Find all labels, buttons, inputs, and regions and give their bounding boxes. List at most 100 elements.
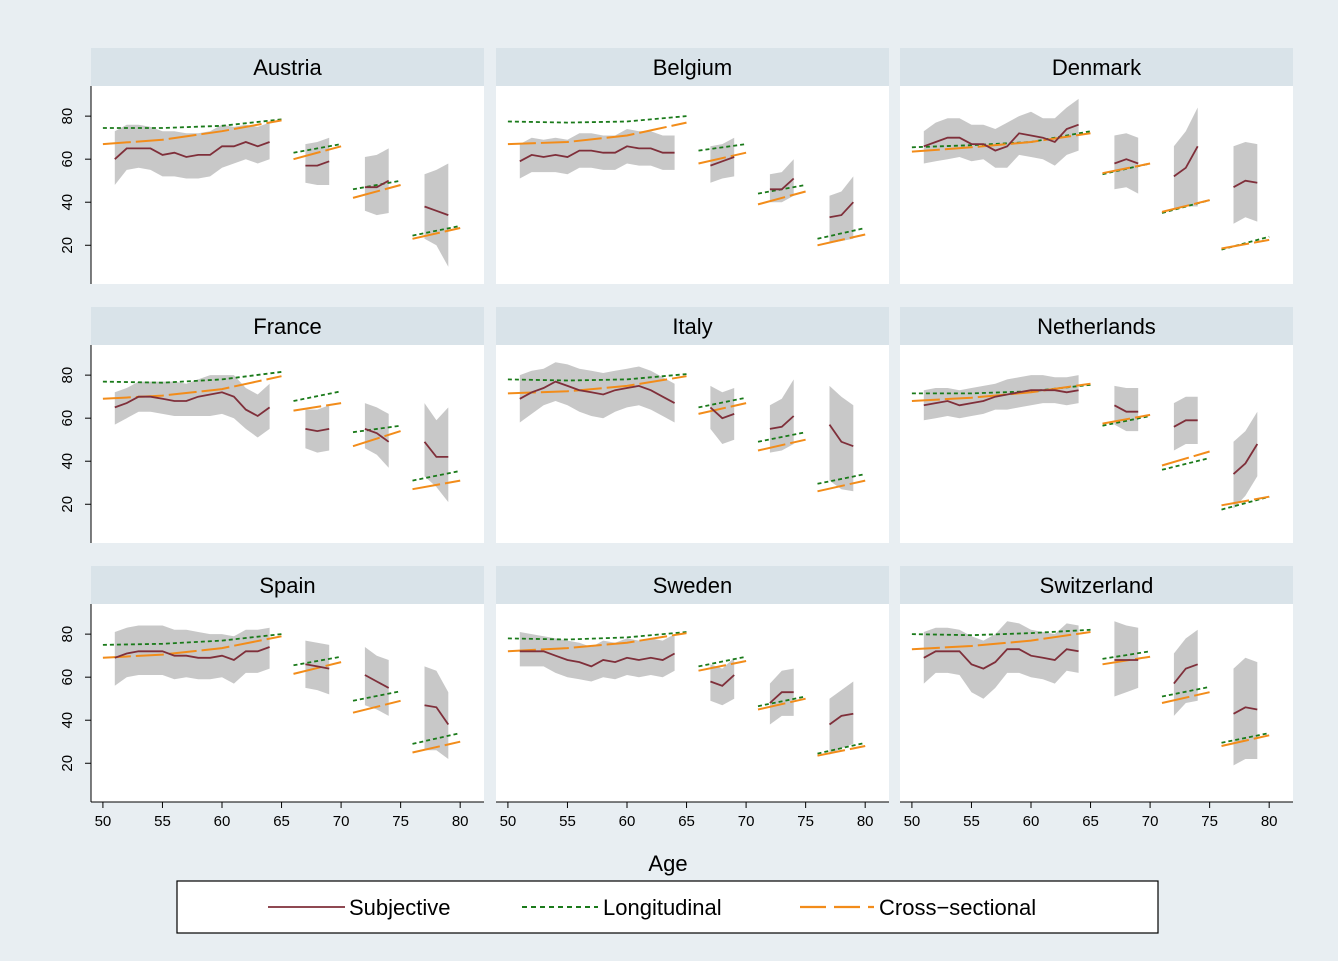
longitudinal-line xyxy=(102,118,282,129)
plot-area xyxy=(496,604,889,802)
y-tick-label: 20 xyxy=(59,496,76,513)
panel-austria: Austria 20 40 60 80 xyxy=(59,48,484,284)
longitudinal-line xyxy=(698,655,747,668)
legend-label: Cross−sectional xyxy=(879,895,1036,920)
x-tick-label: 60 xyxy=(1023,813,1040,830)
longitudinal-line xyxy=(1102,650,1151,660)
subjective-line xyxy=(364,428,390,443)
longitudinal-line xyxy=(757,431,806,443)
y-tick-label: 80 xyxy=(59,367,76,384)
cross-sectional-line xyxy=(757,697,806,711)
confidence-band xyxy=(829,681,854,755)
cross-sectional-line xyxy=(352,430,401,448)
cross-sectional-line xyxy=(102,635,282,659)
subjective-line xyxy=(519,145,675,163)
cross-sectional-line xyxy=(507,121,687,146)
subjective-line xyxy=(710,156,735,167)
cross-sectional-line xyxy=(1161,691,1210,704)
subjective-line xyxy=(1232,443,1259,475)
subjective-line xyxy=(305,663,330,670)
subjective-line xyxy=(829,201,854,219)
confidence-band xyxy=(1114,133,1139,194)
subjective-line xyxy=(828,424,854,448)
cross-sectional-line xyxy=(293,661,342,675)
subjective-line xyxy=(1173,419,1198,428)
longitudinal-line xyxy=(293,655,342,667)
panel-title: Netherlands xyxy=(1037,314,1156,339)
cross-sectional-line xyxy=(352,184,401,199)
confidence-band xyxy=(1114,385,1139,432)
subjective-line xyxy=(710,674,735,687)
subjective-line xyxy=(923,648,1079,670)
cross-sectional-line xyxy=(293,145,342,161)
y-tick-label: 40 xyxy=(59,712,76,729)
x-tick-label: 65 xyxy=(1082,813,1099,830)
panel-title: Spain xyxy=(259,573,315,598)
confidence-band xyxy=(923,375,1079,421)
cross-sectional-line xyxy=(911,132,1091,153)
subjective-line xyxy=(114,391,271,418)
confidence-band xyxy=(519,632,675,682)
longitudinal-line xyxy=(1221,732,1270,744)
x-tick-label: 80 xyxy=(1261,813,1278,830)
x-tick-label: 70 xyxy=(333,813,350,830)
y-tick-label: 80 xyxy=(59,626,76,643)
longitudinal-line xyxy=(507,373,687,382)
x-tick-label: 65 xyxy=(678,813,695,830)
cross-sectional-line xyxy=(698,660,747,672)
panel-strip xyxy=(91,48,484,86)
longitudinal-line xyxy=(293,390,342,402)
confidence-band xyxy=(1173,107,1198,209)
longitudinal-line xyxy=(1161,457,1210,471)
longitudinal-line xyxy=(698,396,747,409)
y-tick-label: 40 xyxy=(59,194,76,211)
longitudinal-line xyxy=(507,115,687,124)
confidence-band xyxy=(424,163,449,267)
confidence-band xyxy=(1233,657,1258,766)
panel-strip xyxy=(91,566,484,604)
x-tick-label: 60 xyxy=(619,813,636,830)
longitudinal-line xyxy=(412,225,461,237)
plot-area xyxy=(91,345,484,543)
subjective-line xyxy=(364,674,390,689)
cross-sectional-line xyxy=(1161,199,1210,213)
y-tick-label: 20 xyxy=(59,755,76,772)
panel-title: Switzerland xyxy=(1040,573,1154,598)
cross-sectional-line xyxy=(911,631,1091,651)
cross-sectional-line xyxy=(352,699,401,714)
subjective-line xyxy=(519,380,676,404)
x-tick-label: 75 xyxy=(797,813,814,830)
confidence-band xyxy=(305,137,330,185)
panel-strip xyxy=(496,48,889,86)
confidence-band xyxy=(114,122,270,185)
panel-belgium: Belgium xyxy=(496,48,889,284)
cross-sectional-line xyxy=(757,438,806,452)
confidence-band xyxy=(519,362,675,423)
y-tick-label: 80 xyxy=(59,108,76,125)
subjective-line xyxy=(1114,158,1139,165)
y-tick-label: 60 xyxy=(59,410,76,427)
subjective-line xyxy=(923,389,1079,407)
x-tick-label: 55 xyxy=(963,813,980,830)
confidence-band xyxy=(1233,411,1258,509)
cross-sectional-line xyxy=(1102,162,1151,175)
plot-area xyxy=(900,86,1293,284)
y-tick-label: 20 xyxy=(59,237,76,254)
panel-strip xyxy=(496,566,889,604)
longitudinal-line xyxy=(817,227,866,240)
y-tick-label: 60 xyxy=(59,151,76,168)
x-axis-label: Age xyxy=(648,851,687,876)
subjective-line xyxy=(424,205,449,216)
subjective-line xyxy=(769,691,794,704)
longitudinal-line xyxy=(412,732,461,745)
panel-title: France xyxy=(253,314,321,339)
confidence-band xyxy=(1114,621,1139,697)
legend: Subjective Longitudinal Cross−sectional xyxy=(176,880,1159,934)
subjective-line xyxy=(709,406,735,420)
confidence-band xyxy=(710,657,735,706)
y-tick-label: 40 xyxy=(59,453,76,470)
x-tick-label: 50 xyxy=(95,813,112,830)
cross-sectional-line xyxy=(698,402,747,415)
cross-sectional-line xyxy=(1221,238,1270,250)
